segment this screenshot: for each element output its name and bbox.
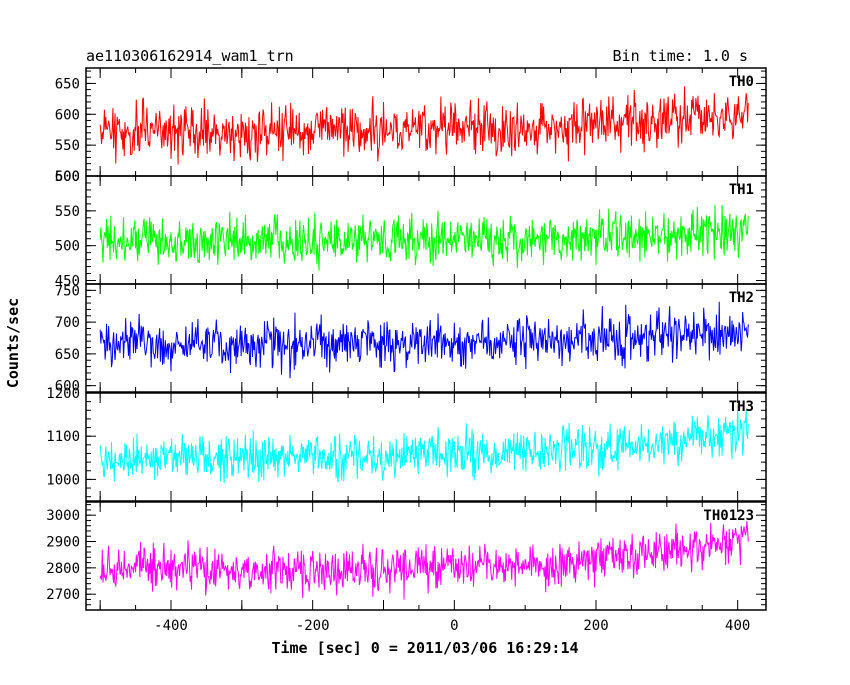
y-tick-label: 500 (55, 239, 80, 255)
x-axis-label: Time [sec] 0 = 2011/03/06 16:29:14 (271, 639, 578, 657)
y-tick-label: 3000 (46, 508, 80, 524)
panel-frame (85, 392, 767, 502)
series-line-th0123 (99, 521, 749, 600)
y-tick-label: 500 (55, 169, 80, 185)
panel-frame (85, 283, 767, 393)
x-tick-label: 0 (450, 618, 458, 634)
panel-frame (85, 67, 767, 177)
y-tick-label: 1100 (46, 429, 80, 445)
y-tick-label: 1200 (46, 386, 80, 402)
y-tick-label: 650 (55, 76, 80, 92)
y-tick-label: 450 (55, 274, 80, 290)
panel-th1: 450 500 550 600 TH1 (55, 169, 767, 290)
series-line-th3 (99, 404, 749, 484)
panel-th3: 1000 1100 1200 TH3 (46, 386, 767, 502)
chart-title: ae110306162914_wam1_trn (86, 47, 294, 65)
panel-frame (85, 501, 767, 611)
panel-label-th2: TH2 (729, 290, 754, 306)
panels-layer: 500 550 600 650 TH0 450 500 550 600 TH1 600 650 700 7… (46, 67, 767, 611)
x-tick-label: 400 (725, 618, 750, 634)
series-line-th2 (99, 301, 749, 379)
series-line-th0 (99, 86, 749, 165)
panel-label-th1: TH1 (729, 182, 754, 198)
y-tick-label: 1000 (46, 472, 80, 488)
y-tick-label: 600 (55, 379, 80, 395)
y-tick-label: 2800 (46, 561, 80, 577)
panel-label-th0123: TH0123 (703, 508, 754, 524)
x-tick-label: -400 (154, 618, 188, 634)
y-tick-label: 2700 (46, 587, 80, 603)
x-axis: -400 -200 0 200 400 (154, 618, 750, 634)
y-tick-label: 2900 (46, 535, 80, 551)
panel-th0: 500 550 600 650 TH0 (55, 67, 767, 185)
x-tick-label: 200 (583, 618, 608, 634)
y-tick-label: 750 (55, 283, 80, 299)
chart-subtitle: Bin time: 1.0 s (613, 47, 748, 65)
series-line-th1 (99, 204, 749, 271)
y-axis-label: Counts/sec (4, 298, 22, 388)
y-tick-label: 550 (55, 138, 80, 154)
y-tick-label: 650 (55, 347, 80, 363)
y-tick-label: 700 (55, 315, 80, 331)
panel-th0123: 2700 2800 2900 3000 TH0123 (46, 501, 767, 611)
x-tick-label: -200 (296, 618, 330, 634)
y-tick-label: 600 (55, 169, 80, 185)
panel-label-th3: TH3 (729, 399, 754, 415)
y-tick-label: 600 (55, 107, 80, 123)
y-tick-label: 550 (55, 204, 80, 220)
panel-label-th0: TH0 (729, 74, 754, 90)
panel-th2: 600 650 700 750 TH2 (55, 283, 767, 395)
